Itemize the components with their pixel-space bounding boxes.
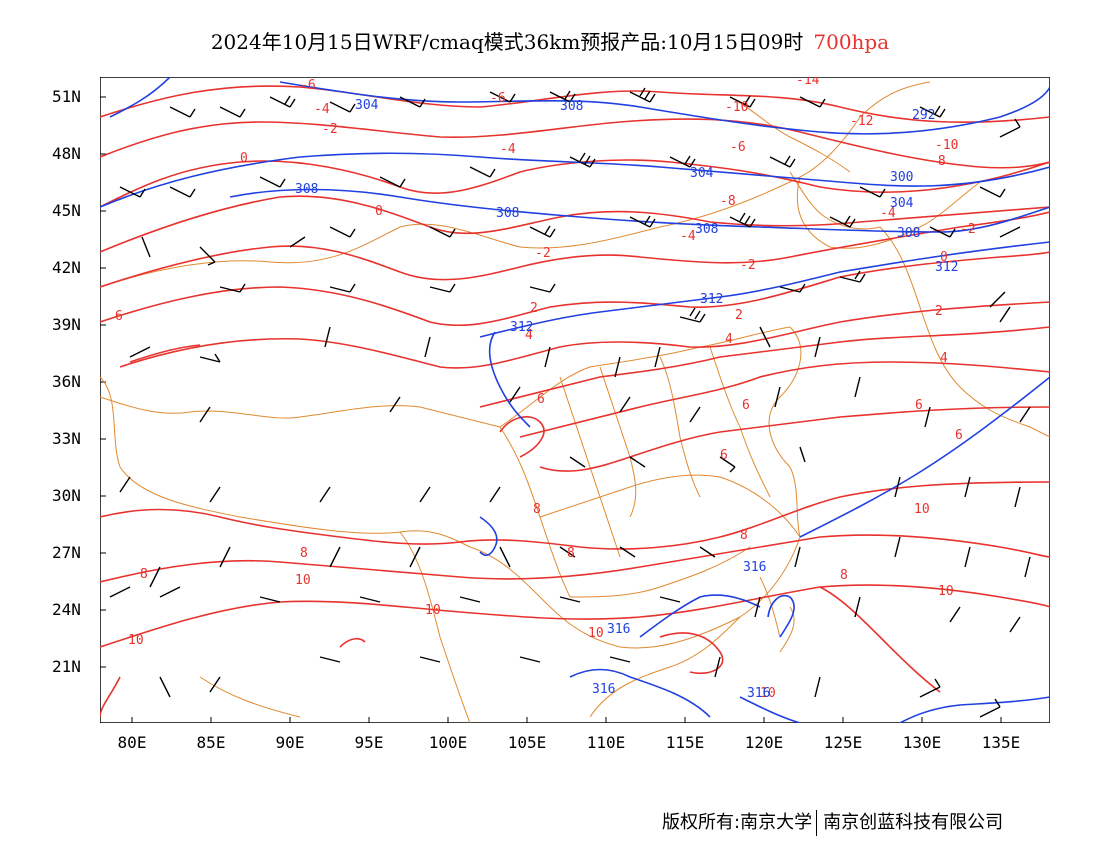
temp-label-7: -6	[730, 140, 746, 155]
temp-label-3: -10	[725, 100, 748, 115]
height-label-8: 308	[496, 206, 519, 221]
weather-map: -14 -12 -10 -10 -6 -6 -6 -8 -8 -4 -4 -4 …	[100, 77, 1050, 723]
temp-label-14: -2	[322, 122, 338, 137]
height-label-15: 316	[607, 622, 630, 637]
height-label-3: 308	[560, 99, 583, 114]
lat-label-21n: 21N	[52, 657, 81, 676]
lon-label-110e: 110E	[586, 733, 626, 752]
lon-label-115e: 115E	[665, 733, 705, 752]
height-label-group: 292 304 308 304 304 300 308 308 308 308 …	[295, 98, 958, 701]
temp-label-16: -2	[740, 258, 756, 273]
temp-label-30: 6	[720, 448, 728, 463]
lat-label-45n: 45N	[52, 201, 81, 220]
temp-label-27: 6	[115, 309, 123, 324]
lat-label-24n: 24N	[52, 600, 81, 619]
lat-label-39n: 39N	[52, 315, 81, 334]
copyright-footer: 版权所有:南京大学 南京创蓝科技有限公司	[662, 808, 1003, 836]
lon-label-90e: 90E	[275, 733, 305, 752]
height-label-14: 316	[743, 560, 766, 575]
lon-label-95e: 95E	[354, 733, 384, 752]
temp-label-4: -10	[935, 138, 958, 153]
copyright-left: 版权所有:南京大学	[662, 812, 813, 833]
axis-ticks	[100, 96, 1002, 723]
temp-label-2: -12	[850, 114, 873, 129]
lon-label-80e: 80E	[117, 733, 147, 752]
temp-label-1: -14	[796, 77, 820, 88]
height-label-2: 304	[355, 98, 379, 113]
wind-barbs	[109, 87, 1031, 718]
height-label-13: 312	[935, 260, 958, 275]
lat-label-33n: 33N	[52, 429, 81, 448]
temp-label-35: 8	[300, 546, 308, 561]
temp-label-20: 0	[940, 250, 948, 265]
copyright-right: 南京创蓝科技有限公司	[823, 812, 1004, 833]
height-label-6: 300	[890, 170, 913, 185]
title-main: 2024年10月15日WRF/cmaq模式36km预报产品:10月15日09时	[210, 30, 804, 54]
temp-label-23: 2	[935, 304, 943, 319]
height-label-9: 308	[695, 222, 718, 237]
temp-label-5: -6	[300, 78, 316, 93]
geopotential-contours	[100, 77, 1050, 723]
temp-label-15: -2	[535, 246, 551, 261]
temp-label-37: 8	[840, 568, 848, 583]
title-level: 700hpa	[813, 30, 890, 54]
lon-label-130e: 130E	[902, 733, 942, 752]
temp-label-10: -4	[314, 102, 330, 117]
temp-label-29: 6	[742, 398, 750, 413]
temp-label-13: -4	[680, 229, 696, 244]
temp-label-32: 6	[955, 428, 963, 443]
lat-label-36n: 36N	[52, 372, 81, 391]
temperature-label-group: -14 -12 -10 -10 -6 -6 -6 -8 -8 -4 -4 -4 …	[115, 77, 976, 701]
temp-label-31: 6	[915, 398, 923, 413]
lon-label-105e: 105E	[507, 733, 547, 752]
height-label-4: 304	[690, 166, 714, 181]
height-label-11: 312	[700, 292, 723, 307]
temp-label-38: 8	[140, 567, 148, 582]
lat-label-30n: 30N	[52, 486, 81, 505]
temp-label-33: 8	[533, 502, 541, 517]
temp-label-36: 8	[740, 528, 748, 543]
temp-label-39: 10	[295, 573, 311, 588]
temp-label-25: 4	[725, 332, 733, 347]
temp-label-24: 4	[525, 328, 533, 343]
lon-label-85e: 85E	[196, 733, 226, 752]
temp-label-45: 10	[760, 686, 776, 701]
temp-label-40: 10	[425, 603, 441, 618]
height-label-10: 308	[897, 226, 920, 241]
lon-label-100e: 100E	[428, 733, 468, 752]
temp-label-8: -8	[720, 194, 736, 209]
temp-label-28: 6	[537, 392, 545, 407]
temp-label-6: -6	[490, 91, 506, 106]
lat-label-27n: 27N	[52, 543, 81, 562]
temp-label-17: -2	[960, 222, 976, 237]
temp-label-22: 2	[735, 308, 743, 323]
temp-label-26: 4	[940, 351, 948, 366]
temp-label-18: 0	[240, 151, 248, 166]
temp-label-21: 2	[530, 301, 538, 316]
temp-label-11: -4	[500, 142, 516, 157]
lon-label-120e: 120E	[744, 733, 784, 752]
temp-label-44: 10	[938, 584, 954, 599]
temp-label-19: 0	[375, 204, 383, 219]
temp-label-34: 8	[567, 546, 575, 561]
lat-label-51n: 51N	[52, 87, 81, 106]
lat-label-48n: 48N	[52, 144, 81, 163]
lat-label-42n: 42N	[52, 258, 81, 277]
height-label-5: 304	[890, 196, 914, 211]
temp-label-42: 10	[128, 633, 144, 648]
height-label-7: 308	[295, 182, 318, 197]
temp-label-9: -8	[930, 154, 946, 169]
map-title: 2024年10月15日WRF/cmaq模式36km预报产品:10月15日09时 7…	[0, 26, 1100, 55]
temp-label-43: 10	[914, 502, 930, 517]
height-label-1: 292	[912, 108, 935, 123]
height-label-12: 312	[510, 320, 533, 335]
lon-label-125e: 125E	[823, 733, 863, 752]
temp-label-12: -4	[880, 206, 896, 221]
footer-separator	[816, 810, 818, 836]
lon-label-135e: 135E	[981, 733, 1021, 752]
temp-label-41: 10	[588, 626, 604, 641]
height-label-16: 316	[592, 682, 615, 697]
height-label-17: 316	[747, 686, 770, 701]
borders	[100, 81, 1050, 723]
